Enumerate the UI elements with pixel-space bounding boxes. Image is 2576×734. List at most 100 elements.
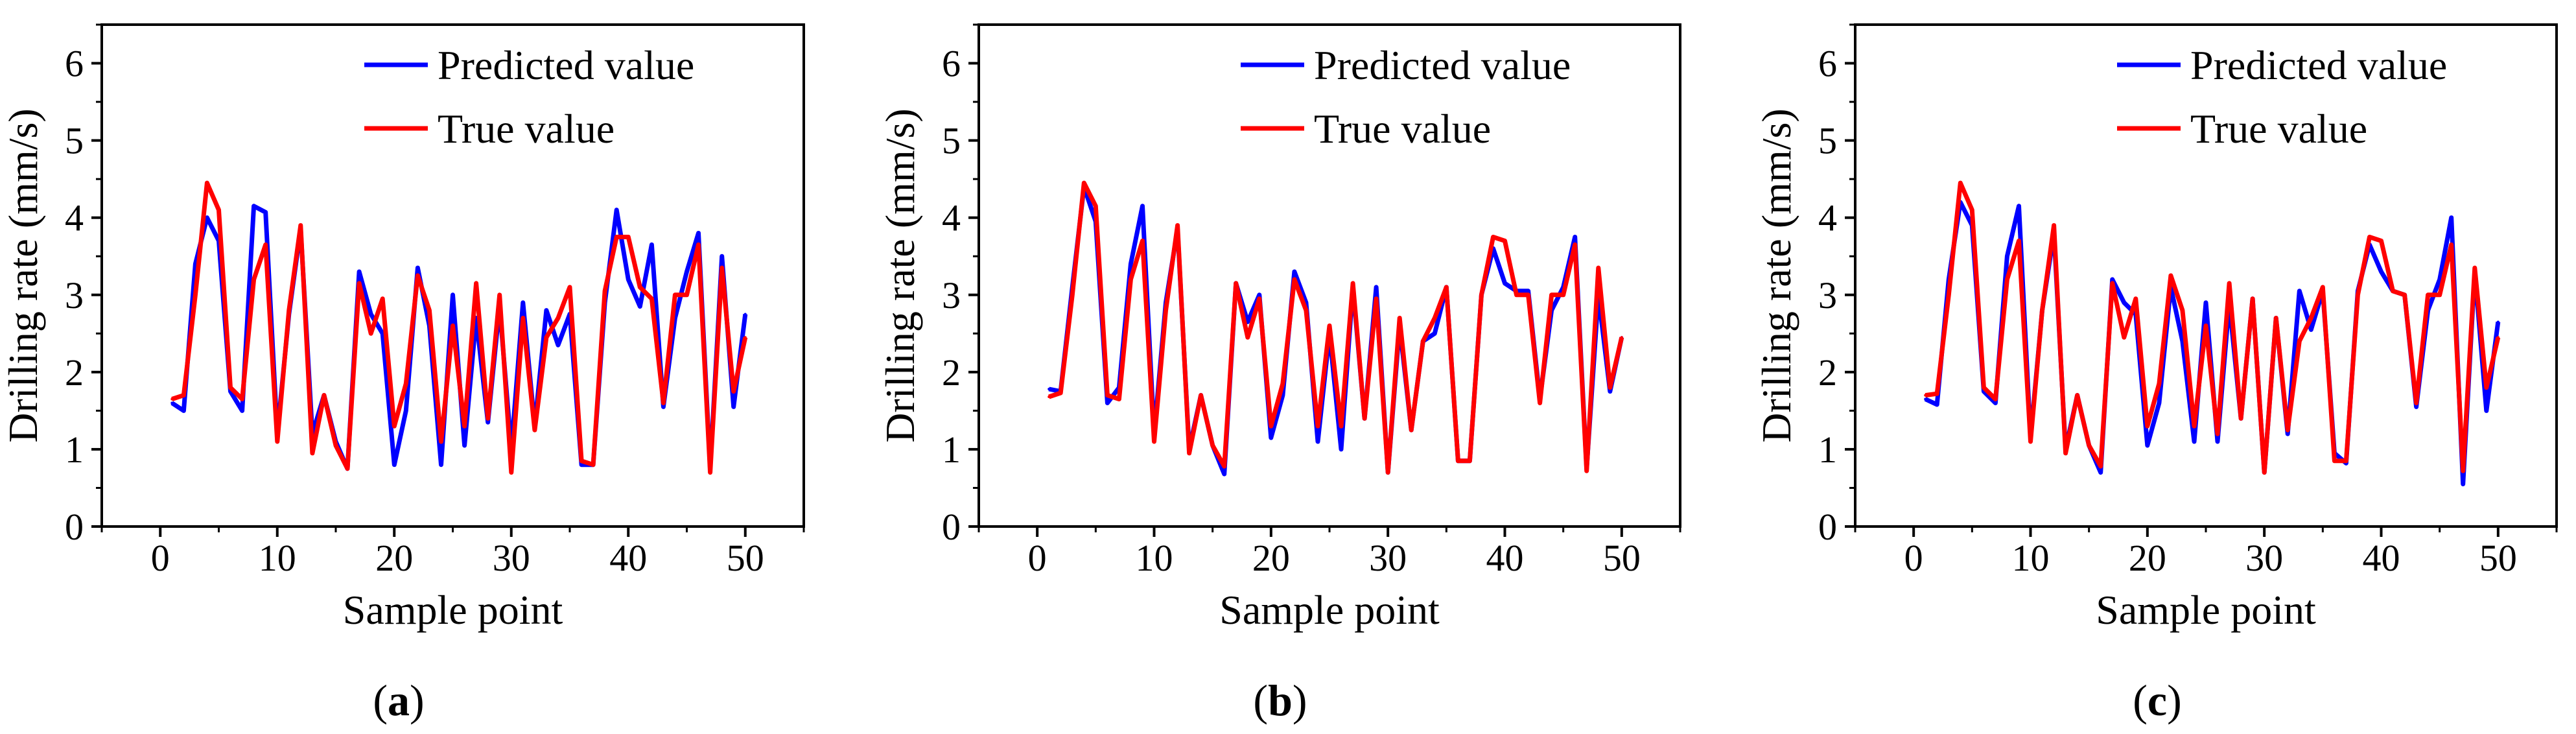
y-axis-title: Drilling rate (mm/s) [0, 108, 46, 442]
data-point [2321, 285, 2324, 289]
panel-a: 0 10 20 30 40 50 0 1 2 3 4 5 6 Sample point Drilling r… [0, 23, 805, 725]
data-point [2192, 425, 2195, 428]
data-point [627, 278, 630, 281]
data-point [662, 401, 665, 405]
legend-label: True value [1314, 106, 1491, 152]
panel-label: (a) [373, 676, 424, 725]
data-point [205, 216, 209, 219]
data-point [2006, 278, 2009, 281]
data-point [229, 386, 232, 389]
x-tick-label: 30 [2245, 537, 2283, 579]
data-point [2006, 255, 2009, 258]
data-point [463, 425, 466, 428]
data-point [1269, 425, 1272, 428]
data-point [1048, 395, 1051, 398]
data-point [369, 332, 373, 335]
data-point [1340, 425, 1343, 428]
data-point [1608, 386, 1611, 389]
data-point [1048, 388, 1051, 391]
data-point [627, 235, 630, 239]
data-point [1492, 235, 1495, 239]
data-point [1304, 309, 1307, 312]
panel-label-letter: b [1268, 676, 1293, 725]
data-point [650, 243, 653, 246]
data-point [1982, 386, 1985, 389]
y-axis-title: Drilling rate (mm/s) [877, 108, 923, 442]
data-point [252, 278, 255, 281]
data-point [1106, 401, 1109, 405]
data-point [2216, 440, 2219, 444]
data-point [2333, 459, 2336, 462]
series-line [170, 204, 748, 471]
data-point [2263, 471, 2266, 474]
data-point [2017, 204, 2020, 207]
panel-label-open: ( [373, 676, 388, 725]
data-point [2205, 301, 2207, 304]
data-point [358, 270, 361, 274]
panel-label-close: ) [410, 676, 425, 725]
data-point [2111, 278, 2114, 281]
panel-c: 0 10 20 30 40 50 0 1 2 3 4 5 6 Sample point Drilling r… [1753, 23, 2558, 725]
x-axis-title: Sample point [2096, 587, 2316, 633]
data-point [1223, 473, 1226, 476]
data-point [404, 409, 408, 412]
panel-b: 0 10 20 30 40 50 0 1 2 3 4 5 6 Sample point Drilling r… [877, 23, 1681, 725]
data-point [2192, 440, 2195, 444]
x-axis-title: Sample point [1219, 587, 1440, 633]
data-point [1164, 309, 1167, 312]
series-true-value [170, 180, 748, 475]
x-tick-label: 0 [1028, 537, 1047, 579]
data-point [1129, 263, 1132, 266]
data-point [1199, 394, 1202, 397]
data-point [509, 471, 513, 474]
data-point [1527, 293, 1530, 296]
data-point [685, 270, 688, 274]
data-point [580, 459, 583, 462]
data-point [416, 266, 419, 270]
legend: Predicted value True value [2117, 42, 2447, 152]
data-point [2251, 297, 2254, 300]
data-point [2099, 465, 2102, 468]
data-point [732, 405, 735, 408]
y-tick-label: 4 [65, 197, 84, 239]
data-point [1550, 293, 1553, 296]
data-point [2122, 301, 2125, 304]
data-point [1234, 281, 1237, 285]
x-tick-label: 30 [493, 537, 530, 579]
data-point [1457, 459, 1460, 462]
legend-label: True value [2190, 106, 2367, 152]
data-point [2029, 440, 2032, 444]
data-point [2496, 320, 2500, 324]
data-point [2298, 340, 2301, 343]
data-point [240, 397, 244, 401]
y-tick-label: 0 [65, 506, 84, 548]
data-point [2438, 278, 2441, 281]
data-point [393, 463, 396, 466]
data-point [2286, 432, 2289, 436]
data-point [533, 429, 536, 432]
data-point [217, 208, 220, 211]
panel-label-open: ( [1253, 676, 1268, 725]
data-point [1363, 417, 1366, 420]
data-point [580, 463, 583, 466]
data-point [1585, 469, 1588, 473]
data-point [2461, 482, 2465, 486]
x-tick-label: 50 [2479, 537, 2517, 579]
data-point [638, 305, 642, 308]
x-tick-label: 40 [2363, 537, 2400, 579]
data-point [1971, 208, 1974, 211]
data-point [1398, 316, 1401, 320]
data-point [1141, 204, 1144, 207]
data-point [1445, 285, 1448, 289]
data-point [1316, 425, 1319, 428]
data-point [1422, 340, 1425, 343]
data-point [252, 204, 255, 207]
data-point [2076, 394, 2079, 397]
data-point [1340, 447, 1343, 451]
data-point [1118, 397, 1121, 401]
data-point [2461, 469, 2465, 473]
data-point [1258, 293, 1261, 296]
series-predicted-value [170, 204, 748, 471]
y-tick-label: 1 [65, 429, 84, 471]
data-point [451, 293, 454, 296]
